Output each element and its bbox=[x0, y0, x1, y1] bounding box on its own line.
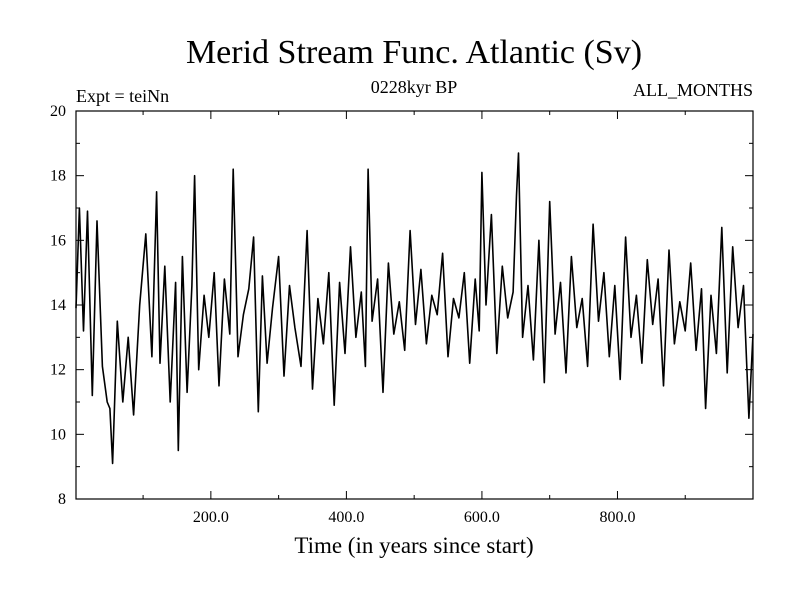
y-tick-label: 20 bbox=[50, 103, 66, 120]
period-label: 0228kyr BP bbox=[371, 77, 458, 97]
x-tick-label: 800.0 bbox=[599, 509, 635, 526]
y-tick-label: 12 bbox=[50, 362, 66, 379]
y-axis-ticks: 8 10 12 14 16 18 20 bbox=[50, 103, 753, 508]
x-tick-label: 200.0 bbox=[193, 509, 229, 526]
x-axis-ticks: 200.0 400.0 600.0 800.0 bbox=[142, 111, 686, 526]
experiment-label: Expt = teiNn bbox=[76, 86, 169, 106]
series-layer bbox=[75, 152, 754, 465]
x-tick-label: 400.0 bbox=[328, 509, 364, 526]
x-axis-label: Time (in years since start) bbox=[294, 533, 533, 558]
y-tick-label: 16 bbox=[50, 232, 66, 249]
y-tick-label: 8 bbox=[58, 491, 66, 508]
x-tick-label: 600.0 bbox=[464, 509, 500, 526]
chart-title: Merid Stream Func. Atlantic (Sv) bbox=[186, 34, 642, 71]
y-tick-label: 14 bbox=[50, 297, 66, 314]
y-tick-label: 10 bbox=[50, 426, 66, 443]
series-line bbox=[75, 152, 754, 465]
months-label: ALL_MONTHS bbox=[633, 80, 753, 100]
y-tick-label: 18 bbox=[50, 168, 66, 185]
